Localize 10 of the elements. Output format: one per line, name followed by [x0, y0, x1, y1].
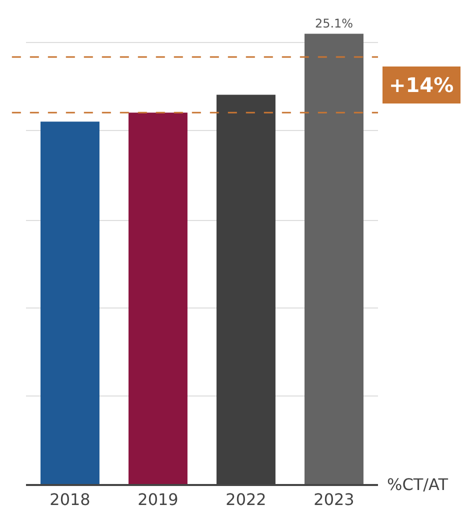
bar — [40, 122, 100, 484]
bar — [304, 34, 364, 484]
x-axis-title: %CT/AT — [387, 475, 448, 494]
x-tick-label: 2019 — [138, 490, 178, 510]
text: +14% — [389, 73, 454, 97]
bar — [128, 112, 188, 484]
x-tick-label: 2022 — [226, 490, 266, 510]
data-label: 25.1% — [314, 16, 354, 31]
x-tick-label: 2023 — [314, 490, 354, 510]
x-tick-label: 2018 — [50, 490, 90, 510]
